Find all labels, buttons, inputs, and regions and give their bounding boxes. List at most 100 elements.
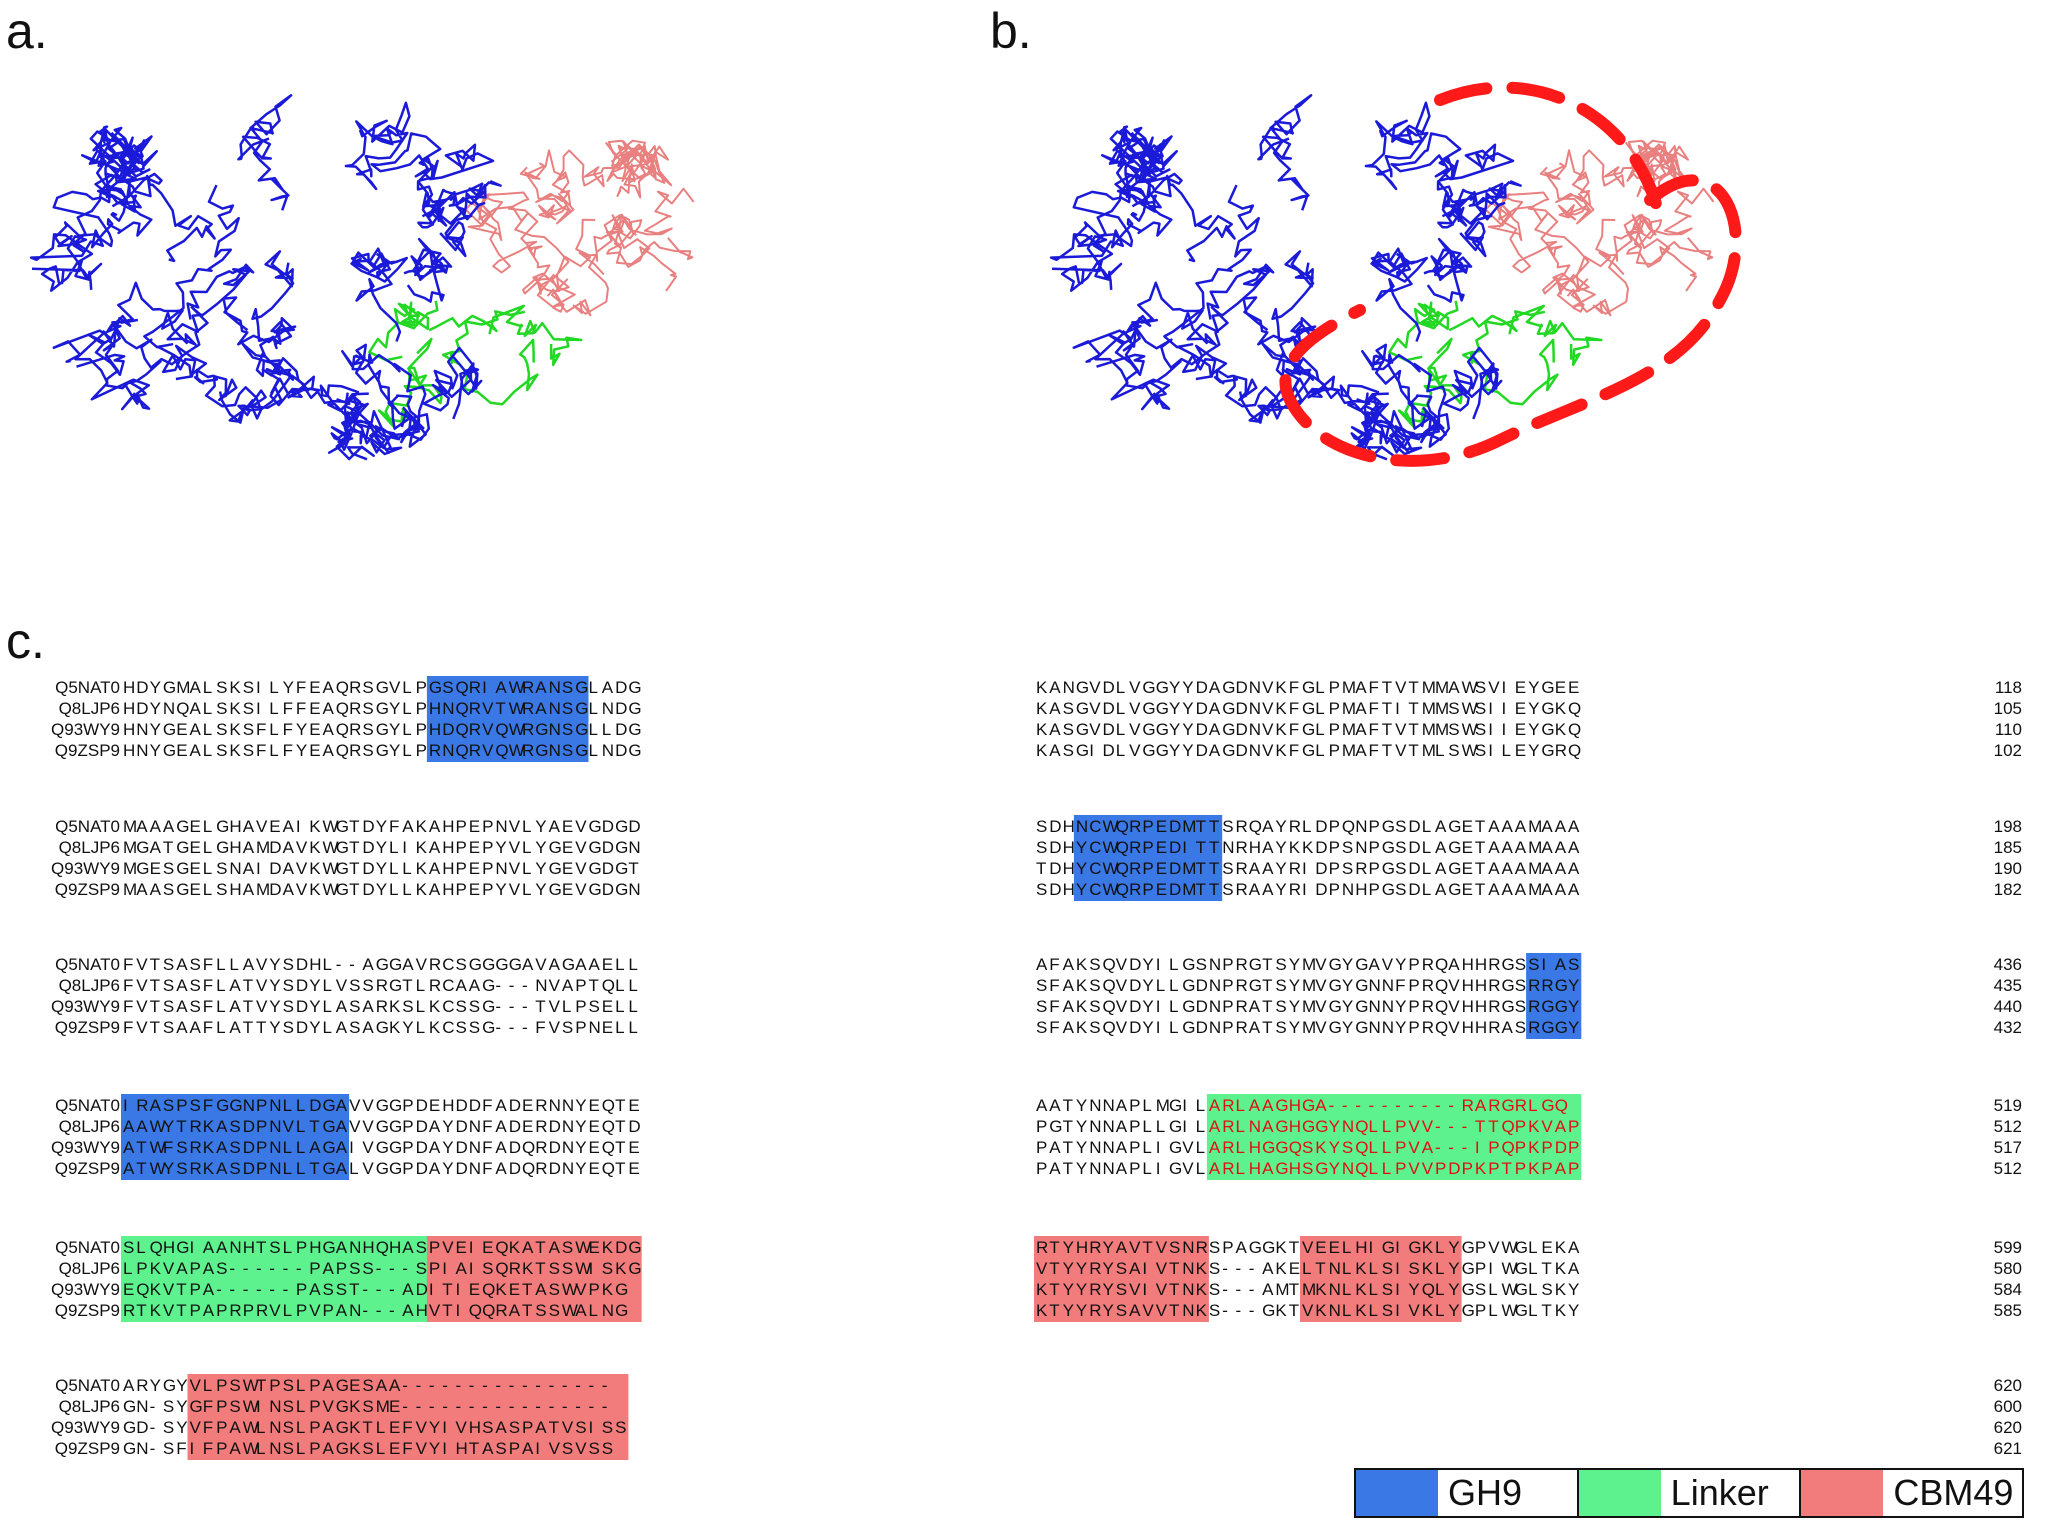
highlight-cbm49 — [1034, 1236, 1209, 1322]
gh9-chain — [1361, 343, 1447, 430]
sequence-name: Q93WY9 — [51, 997, 120, 1016]
sequence-name: Q93WY9 — [51, 1418, 120, 1437]
sequence-segment-left: F V T S A S F L A T V Y S DY L V S S RGT L RCA A G- - - NV A P T QL L — [123, 976, 638, 995]
sequence-segment-left: HNY GE A L S K S F L F Y E A QRS GY L P RNQRV QWRGNS GL NDG — [123, 741, 642, 760]
gh9-chain — [341, 343, 427, 430]
linker-chain — [1461, 310, 1559, 406]
protein-structure-b — [1049, 81, 1742, 467]
sequence-segment-left: E QK V T P A - - - - - - P A S S T - - - A DI T I E QK E T A S WV P K G — [123, 1280, 628, 1299]
sequence-segment-left: MGE S GE L S NA I DA V K WGT DY L L K A HP E P NV L Y GE V GDGT — [123, 859, 639, 878]
dashed-highlight-upper — [1434, 81, 1666, 226]
gh9-chain — [1350, 409, 1445, 456]
sequence-segment-left: GN- S Y GF P S WI NS L P V GK S ME - - - - - - - - - - - - - - - - — [123, 1397, 607, 1416]
gh9-chain — [1390, 132, 1515, 182]
residue-number: 110 — [1995, 720, 2022, 739]
residue-number: 190 — [1994, 859, 2022, 878]
gh9-chain — [80, 147, 216, 263]
sequence-segment-right: V T Y Y RY S A I V T NK S - - - A K E L T NL K L S I S K L Y GP I WGL T K… — [1036, 1259, 1580, 1278]
cbm49-chain — [524, 162, 575, 225]
highlight-gh9 — [426, 676, 589, 762]
sequence-segment-right: K T Y Y RY S V I V T NK S - - - A MT MK NL K L S I Y QL Y GS L WGL S K… — [1036, 1280, 1579, 1299]
sequence-segment-left: MA A S GE L S HA MDA V K WGT DY L L K A HP E P Y V L Y GE V GDGN — [123, 880, 641, 899]
highlight-linker — [1206, 1094, 1582, 1180]
gh9-chain — [1364, 101, 1431, 191]
residue-number: 620 — [1994, 1418, 2022, 1437]
sequence-segment-left: F V T S A S F L A T V Y S DY L A S A RK S L K CS S G- - - T V L P S E L L — [123, 997, 638, 1016]
gh9-chain — [1060, 188, 1150, 292]
residue-number: 182 — [1994, 880, 2022, 899]
gh9-chain — [403, 237, 453, 303]
residue-number: 436 — [1994, 955, 2022, 974]
cbm49-chain — [1552, 218, 1629, 317]
gh9-chain — [350, 247, 409, 342]
gh9-chain — [330, 409, 425, 456]
gh9-chain — [319, 384, 375, 461]
sequence-segment-left: A T WF S RK A S DP NL L A GA I V GGP DA Y DNF A DQRDNY E QT E — [123, 1138, 640, 1157]
sequence-name: Q9ZSP9 — [55, 880, 120, 899]
sequence-name: Q5NAT0 — [55, 1096, 120, 1115]
sequence-segment-left: I RA S P S F GGNP NL L DGA V V GGP DE HDDF A DE RNNY E QT E — [123, 1096, 640, 1115]
gh9-chain — [1257, 94, 1313, 211]
highlight-gh9 — [121, 1094, 350, 1180]
cbm49-chain — [607, 139, 673, 187]
highlight-cbm49 — [187, 1374, 629, 1460]
sequence-segment-right: RT Y HRY A V T V S NRS P A GGK T V E E L HI GI GK L Y GP V WGL E K… — [1036, 1238, 1580, 1257]
sequence-segment-right: K A S GI DL V GGY Y DA GDNV K F GL P MA F T V T ML S WS I L E Y GR… — [1036, 741, 1581, 760]
gh9-chain — [1163, 184, 1260, 381]
sequence-name: Q9ZSP9 — [55, 741, 120, 760]
protein-structure-a — [29, 94, 695, 461]
residue-number: 105 — [1994, 699, 2022, 718]
sequence-segment-left: GD- S Y V F P A WL NS L P A GK T L E F V Y I V HS A S P A T V S I S S — [123, 1418, 626, 1437]
gh9-chain — [1092, 125, 1160, 253]
gh9-chain — [40, 188, 130, 292]
gh9-chain — [1423, 237, 1473, 303]
sequence-name: Q93WY9 — [51, 859, 120, 878]
sequence-name: Q93WY9 — [51, 1138, 120, 1157]
highlight-cbm49 — [1300, 1236, 1462, 1322]
sequence-segment-left: MA A A GE L GHA V E A I K WGT DY F A K A HP E P NV L Y A E V GDGD — [123, 817, 641, 836]
sequence-name: Q9ZSP9 — [55, 1018, 120, 1037]
sequence-segment-right: P A T Y NNA P L I GV L A RL HGGQS K Y S QL L P V A - - - I P QP K P D… — [1036, 1138, 1579, 1157]
sequence-segment-left: HDY NQA L S K S I L F F E A QRS GY L P HNQRV T WRA NS GL NDG — [123, 699, 642, 718]
gh9-chain — [102, 281, 204, 411]
sequence-name: Q5NAT0 — [55, 817, 120, 836]
gh9-chain — [1122, 281, 1224, 411]
gh9-chain — [1442, 346, 1503, 420]
cbm49-chain — [1544, 162, 1595, 225]
sequence-segment-right: S DHNCWQRP E DMT T S RQA Y RL DP QNP GS DL A GE T A A A MA A… — [1036, 817, 1580, 836]
highlight-cbm49 — [426, 1236, 642, 1322]
sequence-segment-right: S DHY CWQRP E DI T T NRHA Y K K DP S NP GS DL A GE T A A A MA A… — [1036, 838, 1580, 857]
gh9-chain — [193, 368, 267, 424]
gh9-chain — [237, 94, 293, 211]
residue-number: 118 — [1995, 678, 2022, 697]
sequence-segment-right: K A NGV DL V GGY Y DA GDNV K F GL P MA F T V T MMA WS V I E Y GE… — [1036, 678, 1579, 697]
sequence-name: Q8LJP6 — [59, 1259, 120, 1278]
sequence-segment-right: T DHY CWQRP E DMT T S RA A Y RI DP S RP GS DL A GE T A A A MA A… — [1036, 859, 1580, 878]
legend-label-gh9: GH9 — [1438, 1470, 1579, 1516]
residue-number: 512 — [1994, 1117, 2022, 1136]
gh9-chain — [1100, 147, 1236, 263]
sequence-segment-left: S L QHGI A A NHT S L P HGA NHQHA S P V E I E QK A T A S WE K DG — [123, 1238, 642, 1257]
sequence-name: Q5NAT0 — [55, 678, 120, 697]
sequence-name: Q9ZSP9 — [55, 1159, 120, 1178]
residue-number: 584 — [1994, 1280, 2022, 1299]
highlight-gh9 — [1073, 815, 1223, 901]
sequence-segment-right: S F A K S QV DY I L GDNP RA T S Y MV GY GNNY P RQV HHRA S RGG… — [1036, 1018, 1579, 1037]
cbm49-chain — [1484, 201, 1625, 295]
sequence-segment-right: P A T Y NNA P L I GV L A RL HA GHS GY NQL L P V V P DP K P T P K P A… — [1036, 1159, 1579, 1178]
sequence-name: Q8LJP6 — [59, 1117, 120, 1136]
cbm49-chain — [476, 191, 551, 282]
panel-label-a: a. — [6, 3, 48, 59]
residue-number: 599 — [1994, 1238, 2022, 1257]
highlight-gh9 — [1526, 953, 1582, 1039]
gh9-chain — [1281, 362, 1421, 441]
sequence-segment-left: HDY GMA L S K S I L Y F E A QRS GV L P GS QRI A WRA NS GL A DG — [123, 678, 642, 697]
sequence-segment-left: L P K V A P A S - - - - - - P A P S S - - - S P I A I S QRK T S S WI S K G — [123, 1259, 642, 1278]
residue-number: 432 — [1994, 1018, 2022, 1037]
gh9-chain — [143, 184, 240, 381]
residue-number: 185 — [1994, 838, 2022, 857]
residue-number: 600 — [1994, 1397, 2022, 1416]
residue-number: 440 — [1994, 997, 2022, 1016]
sequence-name: Q9ZSP9 — [55, 1301, 120, 1320]
sequence-segment-right: A A T Y NNA P L MGI L A RL A A GHGA - - - - - - - - - - RA RGRL GQ — [1036, 1096, 1568, 1115]
